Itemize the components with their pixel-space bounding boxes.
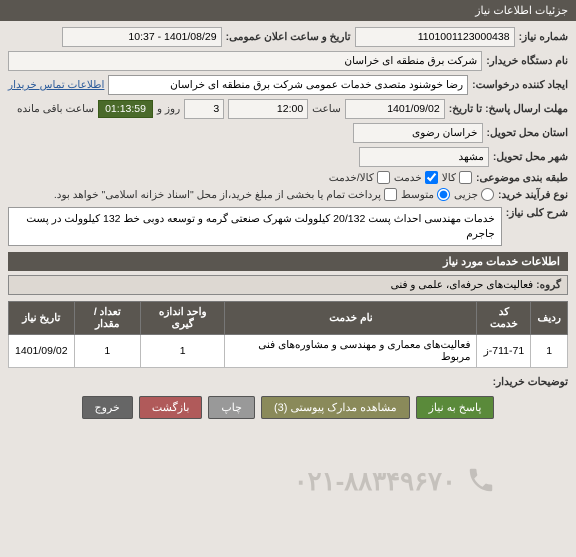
medium-label: متوسط	[401, 189, 434, 201]
contact-link[interactable]: اطلاعات تماس خریدار	[8, 79, 104, 91]
note-label: پرداخت تمام یا بخشی از مبلغ خرید،از محل …	[54, 189, 381, 201]
city-label: شهر محل تحویل:	[493, 151, 568, 163]
khadamat-checkbox[interactable]	[425, 171, 438, 184]
group-value: فعالیت‌های حرفه‌ای، علمی و فنی	[391, 279, 534, 291]
buyer-value: شرکت برق منطقه ای خراسان	[8, 51, 482, 71]
kala-checkbox[interactable]	[459, 171, 472, 184]
deadline-time: 12:00	[228, 99, 308, 119]
print-button[interactable]: چاپ	[208, 396, 255, 419]
td-row: 1	[531, 335, 568, 368]
desc-title-label: شرح کلی نیاز:	[506, 207, 568, 219]
city-value: مشهد	[359, 147, 489, 167]
khadamat-label: خدمت	[394, 172, 422, 184]
attachments-button[interactable]: مشاهده مدارک پیوستی (3)	[261, 396, 410, 419]
minor-label: جزیی	[454, 189, 478, 201]
need-no-label: شماره نیاز:	[519, 31, 568, 43]
th-unit: واحد اندازه گیری	[141, 302, 225, 335]
services-table: ردیف کد خدمت نام خدمت واحد اندازه گیری ت…	[8, 301, 568, 368]
minor-radio[interactable]	[481, 188, 494, 201]
td-date: 1401/09/02	[9, 335, 75, 368]
th-row: ردیف	[531, 302, 568, 335]
category-label: طبقه بندی موضوعی:	[476, 172, 568, 184]
td-unit: 1	[141, 335, 225, 368]
both-checkbox[interactable]	[377, 171, 390, 184]
kala-label: کالا	[442, 172, 456, 184]
remaining-label: ساعت باقی مانده	[17, 103, 94, 115]
buyer-label: نام دستگاه خریدار:	[486, 55, 568, 67]
td-name: فعالیت‌های معماری و مهندسی و مشاوره‌های …	[225, 335, 477, 368]
buyer-notes-label: توضیحات خریدار:	[493, 376, 568, 388]
table-row[interactable]: 1 711-71-ز فعالیت‌های معماری و مهندسی و …	[9, 335, 568, 368]
days-label: روز و	[157, 103, 180, 115]
button-row: پاسخ به نیاز مشاهده مدارک پیوستی (3) چاپ…	[8, 396, 568, 419]
deadline-label: مهلت ارسال پاسخ: تا تاریخ:	[449, 103, 568, 115]
countdown-timer: 01:13:59	[98, 100, 153, 118]
note-checkbox[interactable]	[384, 188, 397, 201]
time-label-1: ساعت	[312, 103, 341, 115]
process-label: نوع فرآیند خرید:	[498, 189, 568, 201]
td-code: 711-71-ز	[477, 335, 531, 368]
desc-box: خدمات مهندسی احداث پست 20/132 کیلوولت شه…	[8, 207, 502, 246]
days-value: 3	[184, 99, 224, 119]
window-titlebar: جزئیات اطلاعات نیاز	[0, 0, 576, 21]
th-qty: تعداد / مقدار	[74, 302, 140, 335]
th-date: تاریخ نیاز	[9, 302, 75, 335]
creator-label: ایجاد کننده درخواست:	[472, 79, 568, 91]
respond-button[interactable]: پاسخ به نیاز	[416, 396, 495, 419]
section-service-header: اطلاعات خدمات مورد نیاز	[8, 252, 568, 271]
creator-input[interactable]	[108, 75, 468, 95]
group-label: گروه:	[536, 279, 561, 291]
province-value: خراسان رضوی	[353, 123, 483, 143]
medium-radio[interactable]	[437, 188, 450, 201]
announce-value: 1401/08/29 - 10:37	[62, 27, 222, 47]
both-label: کالا/خدمت	[329, 172, 374, 184]
td-qty: 1	[74, 335, 140, 368]
need-no-value: 1101001123000438	[355, 27, 515, 47]
deadline-date: 1401/09/02	[345, 99, 445, 119]
back-button[interactable]: بازگشت	[139, 396, 203, 419]
phone-icon	[466, 465, 496, 495]
watermark-phone: ۰۲۱-۸۸۳۴۹۶۷۰	[294, 466, 456, 497]
th-code: کد خدمت	[477, 302, 531, 335]
exit-button[interactable]: خروج	[82, 396, 133, 419]
announce-label: تاریخ و ساعت اعلان عمومی:	[226, 31, 351, 43]
th-name: نام خدمت	[225, 302, 477, 335]
province-label: استان محل تحویل:	[487, 127, 568, 139]
